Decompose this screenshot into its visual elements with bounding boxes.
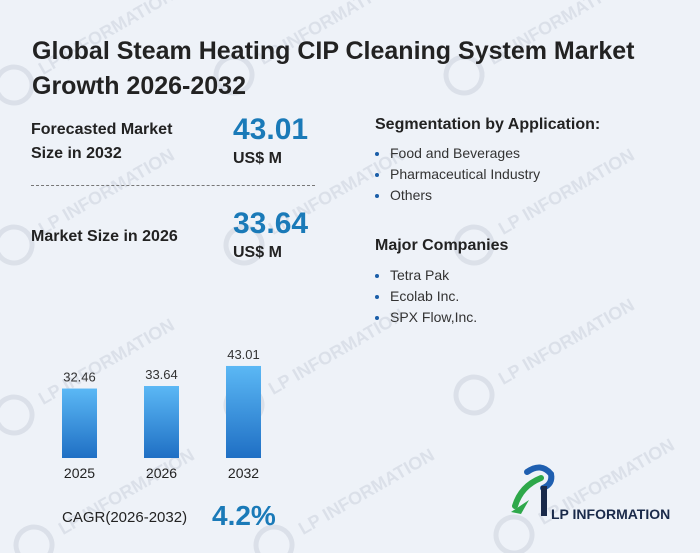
data-label: 43.01: [227, 347, 260, 362]
list-item: Food and Beverages: [375, 143, 540, 164]
bullet-icon: [375, 316, 379, 320]
list-item: Pharmaceutical Industry: [375, 164, 540, 185]
companies-list: Tetra Pak Ecolab Inc. SPX Flow,Inc.: [375, 265, 477, 328]
current-value: 33.64: [233, 207, 309, 240]
current-label: Market Size in 2026: [31, 228, 178, 245]
segmentation-title: Segmentation by Application:: [375, 116, 601, 133]
forecast-value: 43.01: [233, 113, 309, 146]
list-item: Ecolab Inc.: [375, 286, 477, 307]
list-item: Others: [375, 185, 540, 206]
segmentation-list: Food and Beverages Pharmaceutical Indust…: [375, 143, 540, 206]
divider: [31, 185, 315, 186]
bullet-icon: [375, 274, 379, 278]
page-title: Global Steam Heating CIP Cleaning System…: [32, 37, 635, 100]
list-item-label: Others: [390, 187, 433, 203]
list-item-label: Pharmaceutical Industry: [390, 166, 541, 182]
cagr-label: CAGR(2026-2032): [62, 509, 188, 526]
list-item-label: SPX Flow,Inc.: [390, 309, 478, 325]
data-label: 32.46: [63, 370, 96, 385]
list-item-label: Tetra Pak: [390, 267, 450, 283]
bar-2032: [226, 365, 261, 458]
companies-title: Major Companies: [375, 237, 509, 254]
x-tick-label: 2026: [146, 465, 177, 481]
list-item-label: Food and Beverages: [390, 145, 520, 161]
forecast-label: Forecasted Market Size in 2032: [31, 121, 173, 162]
bullet-icon: [375, 173, 379, 177]
list-item: SPX Flow,Inc.: [375, 307, 477, 328]
logo-text: LP INFORMATION: [551, 506, 671, 522]
bullet-icon: [375, 152, 379, 156]
bar-2026: [144, 386, 179, 458]
cagr-value: 4.2%: [212, 500, 276, 531]
bar-2025: [62, 388, 97, 458]
x-tick-label: 2032: [228, 465, 259, 481]
x-tick-label: 2025: [64, 465, 95, 481]
data-label: 33.64: [145, 367, 178, 382]
current-unit: US$ M: [233, 244, 282, 261]
bullet-icon: [375, 295, 379, 299]
list-item: Tetra Pak: [375, 265, 477, 286]
forecast-unit: US$ M: [233, 150, 282, 167]
lp-information-logo-icon: [511, 464, 555, 516]
list-item-label: Ecolab Inc.: [390, 288, 460, 304]
bullet-icon: [375, 194, 379, 198]
